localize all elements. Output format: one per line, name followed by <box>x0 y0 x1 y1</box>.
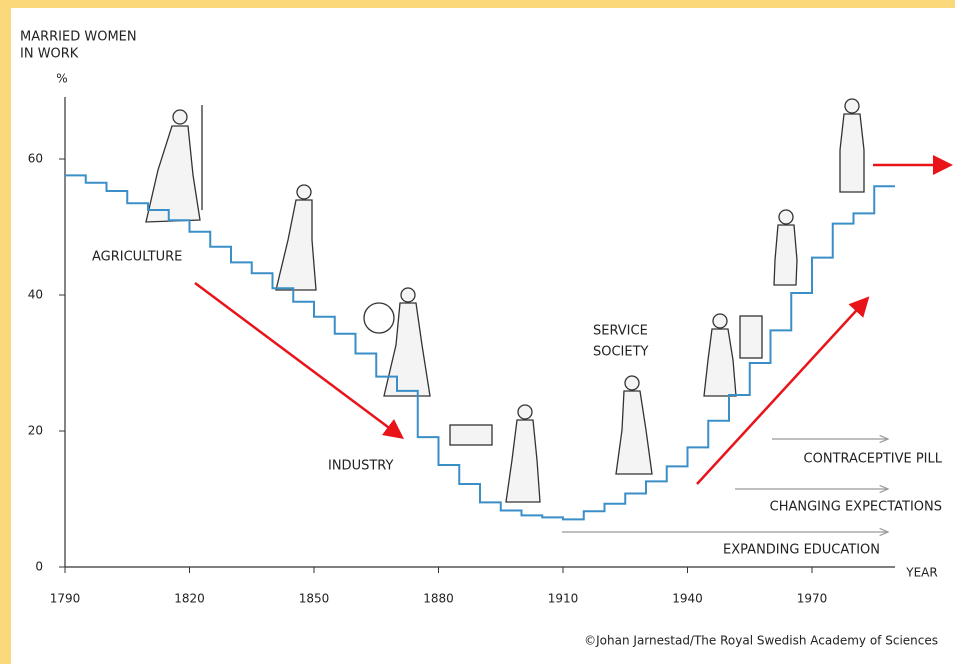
x-label: YEAR <box>905 566 937 580</box>
annotation: SERVICE <box>593 324 648 339</box>
annotation: AGRICULTURE <box>92 250 182 265</box>
x-tick-label: 1970 <box>797 592 828 606</box>
y-tick-label: 40 <box>28 288 43 302</box>
x-tick-label: 1880 <box>423 592 454 606</box>
x-tick-label: 1940 <box>672 592 703 606</box>
canvas <box>11 8 955 664</box>
chart: MARRIED WOMEN IN WORK % YEAR ©Johan Jarn… <box>0 0 955 664</box>
page: MARRIED WOMEN IN WORK % YEAR ©Johan Jarn… <box>0 0 955 664</box>
x-tick-label: 1820 <box>174 592 205 606</box>
annotation: INDUSTRY <box>328 459 393 474</box>
y-tick-label: 20 <box>28 424 43 438</box>
x-tick-label: 1910 <box>548 592 579 606</box>
y-unit: % <box>56 72 67 86</box>
credit: ©Johan Jarnestad/The Royal Swedish Acade… <box>584 634 938 648</box>
annotation: CONTRACEPTIVE PILL <box>804 452 943 467</box>
y-tick-label: 0 <box>35 560 43 574</box>
annotation: CHANGING EXPECTATIONS <box>770 500 942 515</box>
x-tick-label: 1790 <box>50 592 81 606</box>
y-tick-label: 60 <box>28 152 43 166</box>
x-tick-label: 1850 <box>299 592 330 606</box>
y-label-line: IN WORK <box>20 47 79 62</box>
annotation: SOCIETY <box>593 345 649 360</box>
annotation: EXPANDING EDUCATION <box>723 543 880 558</box>
y-label-line: MARRIED WOMEN <box>20 30 137 45</box>
